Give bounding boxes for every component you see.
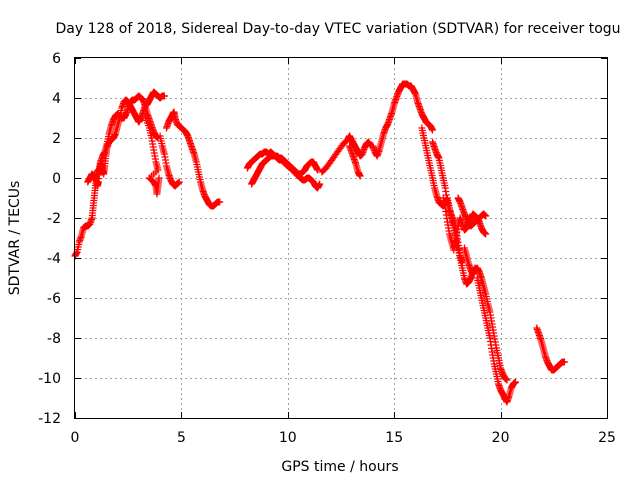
data-segment xyxy=(533,324,568,374)
data-point-marker xyxy=(175,178,183,186)
x-axis-label: GPS time / hours xyxy=(281,459,398,475)
x-axis-ticks: 0 5 10 15 20 25 xyxy=(71,58,616,446)
data-point-marker xyxy=(503,376,511,384)
data-point-marker xyxy=(482,230,490,238)
data-point-marker xyxy=(511,378,519,386)
x-tick-label: 0 xyxy=(71,430,80,446)
data-point-marker xyxy=(356,172,364,180)
grid-lines xyxy=(75,58,607,418)
y-axis-label: SDTVAR / TECUs xyxy=(7,181,23,296)
y-tick-label: -12 xyxy=(38,411,61,427)
data-point-marker xyxy=(316,180,324,188)
data-point-marker xyxy=(155,174,163,182)
data-segment xyxy=(346,142,364,180)
data-segment xyxy=(429,138,466,266)
data-points xyxy=(71,80,568,406)
data-segment xyxy=(248,152,324,192)
x-tick-label: 20 xyxy=(492,430,510,446)
y-tick-label: -4 xyxy=(47,251,61,267)
data-point-marker xyxy=(560,358,568,366)
y-tick-label: 2 xyxy=(52,131,61,147)
data-segment xyxy=(163,108,224,210)
data-segment xyxy=(454,194,490,230)
data-point-marker xyxy=(314,166,322,174)
data-point-marker xyxy=(160,92,168,100)
y-tick-label: 4 xyxy=(52,91,61,107)
y-tick-label: -8 xyxy=(47,331,61,347)
data-segment xyxy=(156,132,183,190)
data-segment xyxy=(369,80,437,160)
x-tick-label: 5 xyxy=(177,430,186,446)
y-axis-ticks: -12 -10 -8 -6 -4 -2 0 2 4 6 xyxy=(38,51,607,427)
x-tick-label: 10 xyxy=(279,430,297,446)
y-tick-label: -10 xyxy=(38,371,61,387)
y-tick-label: -6 xyxy=(47,291,61,307)
data-segment xyxy=(473,274,519,406)
data-segment xyxy=(141,114,163,198)
data-point-marker xyxy=(458,258,466,266)
y-tick-label: 6 xyxy=(52,51,61,67)
plot-frame xyxy=(74,57,608,419)
x-tick-label: 25 xyxy=(598,430,616,446)
data-point-marker xyxy=(216,198,224,206)
data-segment xyxy=(439,194,490,254)
data-point-marker xyxy=(482,212,490,220)
y-tick-label: -2 xyxy=(47,211,61,227)
y-tick-label: 0 xyxy=(52,171,61,187)
chart-title: Day 128 of 2018, Sidereal Day-to-day VTE… xyxy=(55,21,620,37)
data-segment xyxy=(318,132,375,176)
x-tick-label: 15 xyxy=(385,430,403,446)
data-point-marker xyxy=(429,126,437,134)
